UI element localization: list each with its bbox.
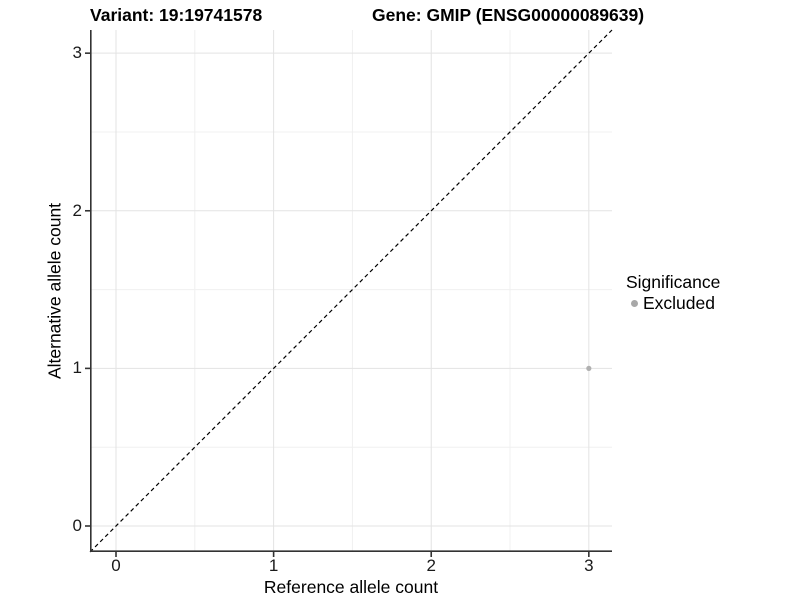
legend-entry-excluded: Excluded: [626, 293, 720, 313]
x-tick-label: 1: [268, 556, 279, 575]
legend: Significance Excluded: [626, 272, 720, 313]
plot-panel: [85, 29, 613, 557]
x-tick-label: 2: [426, 556, 436, 575]
plot-panel-svg: [85, 29, 613, 557]
legend-point-icon: [631, 299, 638, 307]
x-tick-label: 0: [111, 556, 121, 575]
plot-title-variant: Variant: 19:19741578: [90, 5, 263, 25]
x-axis-title: Reference allele count: [263, 577, 439, 597]
y-axis-title-text: Alternative allele count: [44, 202, 65, 380]
x-tick-label: 3: [584, 556, 594, 575]
legend-title: Significance: [626, 272, 721, 292]
y-tick-label: 1: [72, 358, 82, 378]
legend-entry-label: Excluded: [643, 293, 715, 313]
identity-reference-line: [89, 29, 613, 553]
y-tick-label: 3: [72, 43, 82, 63]
plot-title-gene: Gene: GMIP (ENSG00000089639): [372, 5, 645, 25]
data-point: [586, 365, 592, 371]
y-tick-label: 2: [72, 200, 82, 220]
y-tick-label: 0: [72, 515, 82, 535]
